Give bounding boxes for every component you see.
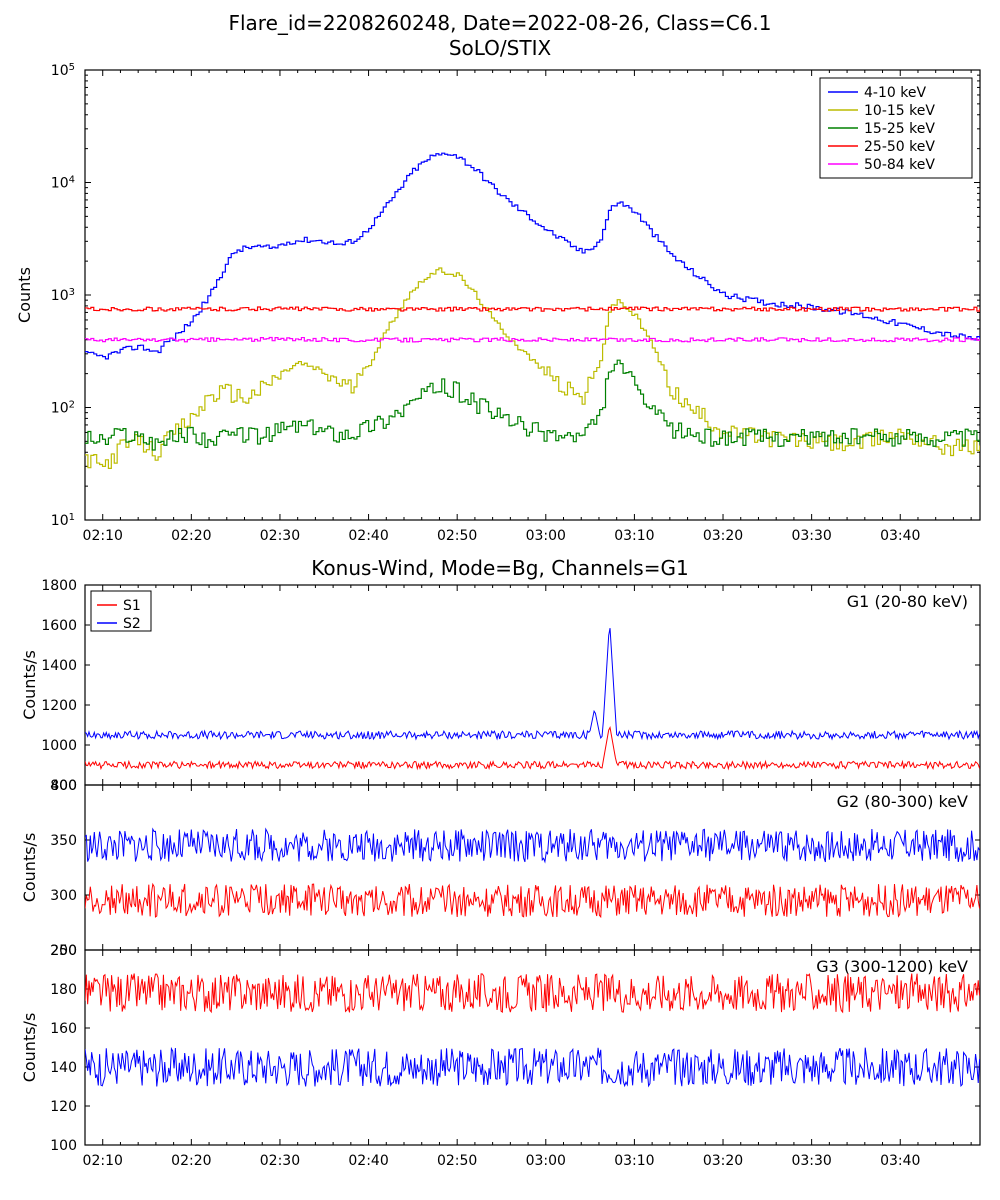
series-line	[85, 829, 980, 862]
panel-label: G1 (20-80 keV)	[847, 592, 968, 611]
x-tick-label: 03:00	[526, 528, 566, 544]
figure-svg: Flare_id=2208260248, Date=2022-08-26, Cl…	[0, 0, 1000, 1200]
series-line	[85, 338, 980, 342]
chart-container: { "figure": { "width": 1000, "height": 1…	[0, 0, 1000, 1200]
legend-label: S1	[123, 598, 141, 614]
y-tick-label: 120	[50, 1099, 77, 1115]
x-tick-label: 03:40	[880, 1153, 920, 1169]
y-tick-label: 160	[50, 1021, 77, 1037]
y-tick-label: 103	[51, 287, 75, 305]
legend-label: 25-50 keV	[864, 139, 935, 155]
y-tick-label: 104	[51, 174, 75, 192]
x-tick-label: 02:50	[437, 1153, 477, 1169]
main-title: Flare_id=2208260248, Date=2022-08-26, Cl…	[228, 11, 771, 35]
legend-label: 10-15 keV	[864, 103, 935, 119]
series-line	[85, 1048, 980, 1087]
y-tick-label: 102	[51, 399, 75, 417]
series-line	[85, 974, 980, 1013]
y-tick-label: 105	[51, 62, 75, 80]
x-tick-label: 03:20	[703, 1153, 743, 1169]
y-tick-label: 1400	[41, 658, 77, 674]
x-tick-label: 02:10	[83, 1153, 123, 1169]
series-line	[85, 360, 980, 450]
x-tick-label: 02:50	[437, 528, 477, 544]
x-tick-label: 02:20	[171, 528, 211, 544]
panel-label: G2 (80-300) keV	[837, 792, 968, 811]
x-tick-label: 03:30	[791, 528, 831, 544]
y-tick-label: 180	[50, 982, 77, 998]
panel-ylabel: Counts/s	[20, 1013, 39, 1083]
x-tick-label: 02:40	[348, 528, 388, 544]
y-tick-label: 1000	[41, 738, 77, 754]
bottom-title: Konus-Wind, Mode=Bg, Channels=G1	[311, 556, 688, 580]
panel-ylabel: Counts/s	[20, 650, 39, 720]
top-ylabel: Counts	[15, 267, 34, 323]
y-tick-label: 1200	[41, 698, 77, 714]
x-tick-label: 03:20	[703, 528, 743, 544]
legend-label: 4-10 keV	[864, 85, 926, 101]
panel-ylabel: Counts/s	[20, 833, 39, 903]
y-tick-label: 400	[50, 778, 77, 794]
x-tick-label: 02:30	[260, 1153, 300, 1169]
series-line	[85, 884, 980, 917]
y-tick-label: 140	[50, 1060, 77, 1076]
x-tick-label: 03:00	[526, 1153, 566, 1169]
bottom-legend-box	[91, 591, 151, 631]
x-tick-label: 03:30	[791, 1153, 831, 1169]
legend-label: S2	[123, 616, 141, 632]
x-tick-label: 02:20	[171, 1153, 211, 1169]
x-tick-label: 02:40	[348, 1153, 388, 1169]
y-tick-label: 101	[51, 512, 75, 530]
series-line	[85, 153, 980, 359]
y-tick-label: 300	[50, 888, 77, 904]
legend-label: 50-84 keV	[864, 157, 935, 173]
y-tick-label: 100	[50, 1138, 77, 1154]
y-tick-label: 350	[50, 833, 77, 849]
y-tick-label: 200	[50, 943, 77, 959]
y-tick-label: 1800	[41, 578, 77, 594]
legend-label: 15-25 keV	[864, 121, 935, 137]
panel-label: G3 (300-1200) keV	[816, 957, 968, 976]
x-tick-label: 02:30	[260, 528, 300, 544]
x-tick-label: 03:10	[614, 528, 654, 544]
y-tick-label: 1600	[41, 618, 77, 634]
x-tick-label: 03:40	[880, 528, 920, 544]
x-tick-label: 03:10	[614, 1153, 654, 1169]
x-tick-label: 02:10	[83, 528, 123, 544]
series-line	[85, 628, 980, 739]
top-panel-title: SoLO/STIX	[449, 36, 552, 60]
panel-frame	[85, 585, 980, 785]
